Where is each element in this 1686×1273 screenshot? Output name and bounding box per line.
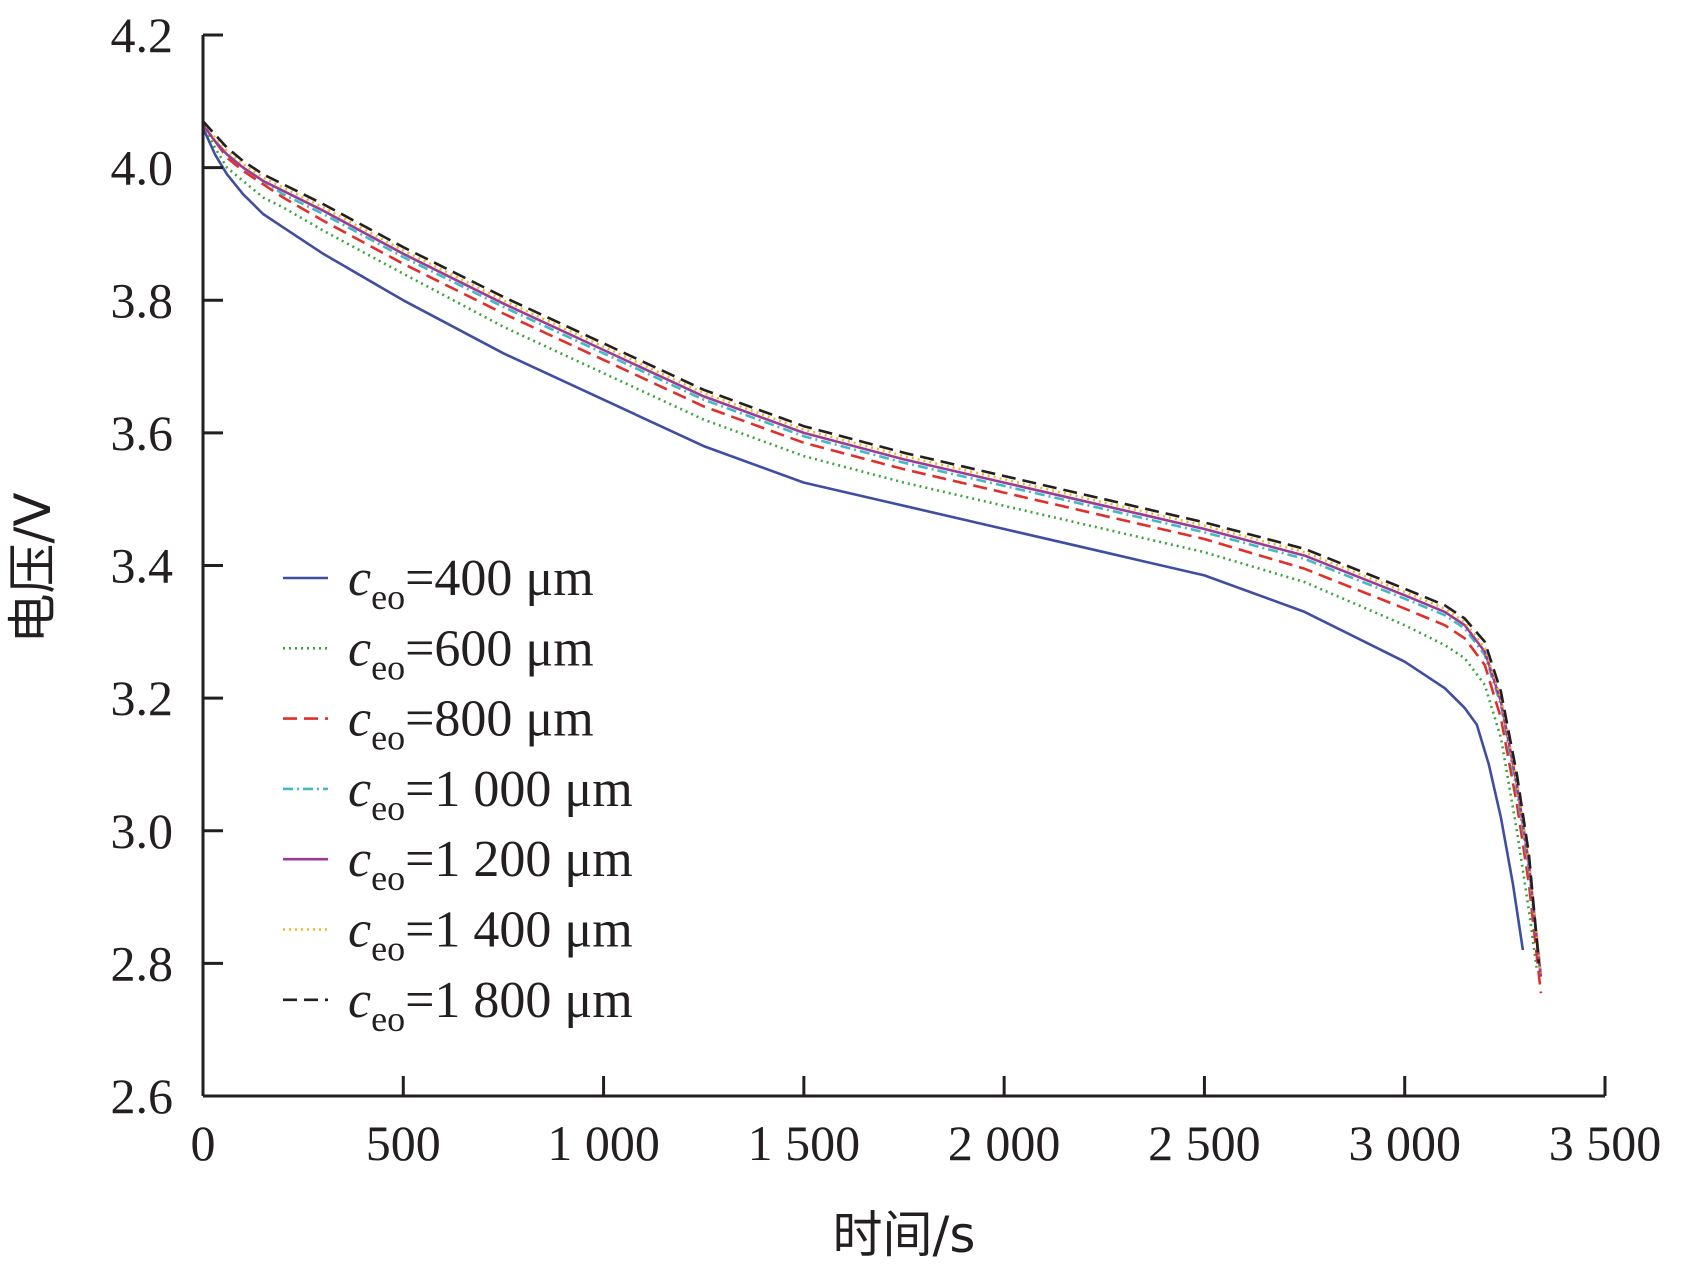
legend-subscript: eo xyxy=(371,858,405,898)
x-tick-label: 1 500 xyxy=(748,1115,861,1171)
legend-symbol: c xyxy=(348,972,371,1029)
legend-item: ceo=1 200 μm xyxy=(283,831,633,898)
legend-value: =1 000 μm xyxy=(405,761,633,818)
y-tick-label: 2.8 xyxy=(111,935,174,991)
legend-item: ceo=600 μm xyxy=(283,620,594,687)
legend-label: ceo=400 μm xyxy=(348,550,594,617)
legend-label: ceo=1 200 μm xyxy=(348,831,633,898)
series-layer xyxy=(201,120,1543,994)
ticks: 0 500 1 000 1 500 2 000 2 500 3 000 3 500 2.6 2.8… xyxy=(111,7,1662,1171)
y-tick-label: 2.6 xyxy=(111,1068,174,1124)
legend-symbol: c xyxy=(348,691,371,748)
y-tick-label: 4.0 xyxy=(111,140,174,196)
legend-symbol: c xyxy=(348,761,371,818)
series-line-6 xyxy=(201,120,1543,974)
y-tick-label: 3.4 xyxy=(111,538,174,594)
series-line-1 xyxy=(201,127,1525,951)
x-tick-label: 0 xyxy=(191,1115,216,1171)
legend-item: ceo=800 μm xyxy=(283,691,594,758)
legend-label: ceo=1 800 μm xyxy=(348,972,633,1039)
legend-subscript: eo xyxy=(371,718,405,758)
legend-item: ceo=400 μm xyxy=(283,550,594,617)
x-tick-label: 500 xyxy=(366,1115,441,1171)
legend-value: =800 μm xyxy=(405,691,594,748)
legend-symbol: c xyxy=(348,620,371,677)
x-tick-label: 2 500 xyxy=(1148,1115,1261,1171)
legend-subscript: eo xyxy=(371,999,405,1039)
x-tick-label: 3 500 xyxy=(1549,1115,1662,1171)
legend-subscript: eo xyxy=(371,647,405,687)
series-line-7 xyxy=(202,120,1541,964)
legend-symbol: c xyxy=(348,831,371,888)
legend-value: =1 800 μm xyxy=(405,972,633,1029)
legend-item: ceo=1 800 μm xyxy=(283,972,633,1039)
legend-label: ceo=1 000 μm xyxy=(348,761,633,828)
y-tick-label: 4.2 xyxy=(111,7,174,63)
legend-item: ceo=1 400 μm xyxy=(283,902,633,969)
legend-label: ceo=600 μm xyxy=(348,620,594,687)
y-tick-label: 3.8 xyxy=(111,272,174,328)
legend-symbol: c xyxy=(348,550,371,607)
legend-value: =600 μm xyxy=(405,620,594,677)
series-line-4 xyxy=(201,123,1543,977)
legend-value: =1 200 μm xyxy=(405,831,633,888)
legend-item: ceo=1 000 μm xyxy=(283,761,633,828)
legend-symbol: c xyxy=(348,902,371,959)
legend-label: ceo=800 μm xyxy=(348,691,594,758)
series-line-2 xyxy=(201,123,1539,971)
legend-label: ceo=1 400 μm xyxy=(348,902,633,969)
x-tick-label: 3 000 xyxy=(1348,1115,1461,1171)
series-line-3 xyxy=(201,123,1543,994)
x-axis-title: 时间/s xyxy=(833,1206,976,1264)
x-tick-label: 1 000 xyxy=(547,1115,660,1171)
legend-value: =400 μm xyxy=(405,550,594,607)
x-tick-label: 2 000 xyxy=(948,1115,1061,1171)
y-tick-label: 3.2 xyxy=(111,670,174,726)
y-axis-title: 电压/V xyxy=(4,492,62,643)
legend-value: =1 400 μm xyxy=(405,902,633,959)
y-tick-label: 3.0 xyxy=(111,803,174,859)
legend-subscript: eo xyxy=(371,788,405,828)
series-line-5 xyxy=(201,123,1543,977)
legend-subscript: eo xyxy=(371,577,405,617)
legend-subscript: eo xyxy=(371,929,405,969)
y-tick-label: 3.6 xyxy=(111,405,174,461)
